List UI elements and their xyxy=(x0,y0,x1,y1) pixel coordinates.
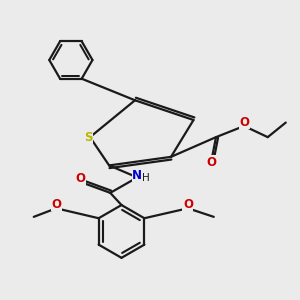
Text: H: H xyxy=(142,173,149,183)
Text: O: O xyxy=(183,198,193,211)
Text: O: O xyxy=(51,198,61,211)
Text: S: S xyxy=(84,130,93,144)
Text: O: O xyxy=(76,172,85,185)
Text: N: N xyxy=(132,169,142,182)
Text: O: O xyxy=(240,116,250,129)
Text: O: O xyxy=(206,156,217,169)
